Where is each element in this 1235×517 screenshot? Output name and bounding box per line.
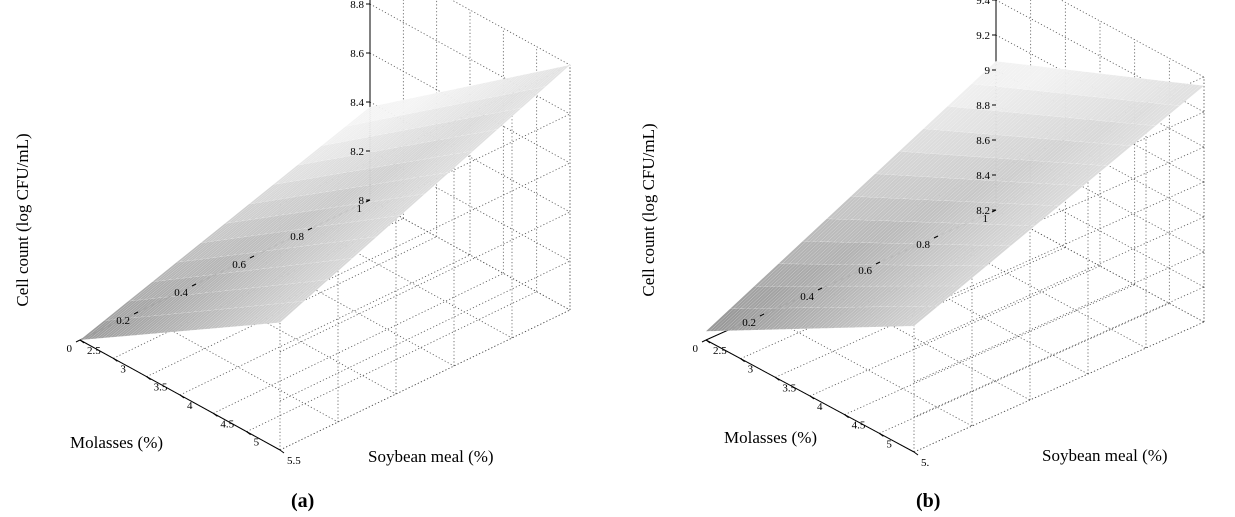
y-tick-label: 0.4 bbox=[800, 291, 814, 303]
y-tick-mark bbox=[817, 287, 823, 291]
y-tick-mark bbox=[133, 311, 139, 315]
x-axis-title: Soybean meal (%) bbox=[1042, 446, 1168, 465]
z-tick-label: 8.6 bbox=[976, 135, 990, 147]
y-tick-label: 0 bbox=[67, 343, 73, 355]
floor-grid-line bbox=[763, 313, 973, 427]
z-tick-label: 8 bbox=[359, 195, 365, 207]
x-tick-label: 5 bbox=[886, 438, 892, 450]
z-tick-label: 8.4 bbox=[350, 97, 364, 109]
z-tick-label: 9.2 bbox=[976, 30, 990, 42]
y-tick-mark bbox=[307, 227, 313, 231]
z-axis-title: Cell count (log CFU/mL) bbox=[639, 123, 658, 296]
z-tick-label: 9.4 bbox=[976, 0, 990, 7]
y-tick-label: 0.2 bbox=[742, 317, 756, 329]
y-tick-label: 0 bbox=[693, 343, 699, 355]
y-tick-mark bbox=[191, 283, 197, 287]
z-tick-label: 8.8 bbox=[350, 0, 364, 11]
y-tick-mark bbox=[759, 313, 765, 317]
x-tick-mark bbox=[113, 357, 118, 362]
surface bbox=[705, 60, 1205, 332]
z-tick-label: 8.6 bbox=[350, 48, 364, 60]
x-tick-mark bbox=[809, 395, 815, 400]
x-tick-mark bbox=[775, 376, 780, 381]
surface-plot-a-svg: 2.5 3 3.5 4 4.5 5 5.5 0 0.2 0.4 0.6 0.8 18 8.2 8.4 8.6 8… bbox=[13, 0, 571, 467]
back-wall-grid-line bbox=[369, 3, 571, 115]
x-tick-mark bbox=[213, 412, 218, 417]
y-tick-label: 0.6 bbox=[858, 265, 872, 277]
y-tick-label: 1 bbox=[983, 213, 989, 225]
back-wall-grid-line bbox=[369, 52, 571, 164]
x-tick-label: 3.5 bbox=[782, 382, 796, 394]
x-tick-mark bbox=[146, 376, 151, 381]
y-tick-mark bbox=[701, 339, 707, 343]
x-tick-label: 3 bbox=[120, 363, 126, 375]
y-axis-title: Molasses (%) bbox=[724, 428, 817, 447]
x-tick-mark bbox=[79, 339, 85, 344]
x-tick-mark bbox=[740, 358, 745, 363]
x-tick-mark bbox=[844, 414, 849, 419]
x-tick-label: 4.5 bbox=[220, 418, 234, 430]
y-tick-label: 0.6 bbox=[232, 259, 246, 271]
x-axis-title: Soybean meal (%) bbox=[368, 447, 494, 466]
y-axis-title: Molasses (%) bbox=[70, 433, 163, 452]
y-tick-mark bbox=[249, 255, 255, 259]
x-tick-mark bbox=[246, 431, 251, 436]
y-tick-label: 1 bbox=[357, 203, 363, 215]
panel-label-b: (b) bbox=[916, 490, 941, 512]
surface bbox=[79, 64, 571, 341]
y-tick-label: 0.8 bbox=[290, 231, 304, 243]
x-tick-label: 4 bbox=[817, 401, 823, 413]
x-tick-label: 2.5 bbox=[87, 345, 101, 357]
y-tick-mark bbox=[933, 235, 939, 239]
y-tick-label: 0.2 bbox=[116, 315, 130, 327]
x-tick-label: 5 bbox=[254, 437, 260, 449]
back-wall-grid-line bbox=[369, 199, 571, 311]
x-tick-mark bbox=[179, 394, 185, 399]
x-tick-label: 4 bbox=[187, 400, 193, 412]
side-wall-grid-line bbox=[913, 321, 1205, 453]
z-tick-label: 8.8 bbox=[976, 100, 990, 112]
y-tick-label: 0.4 bbox=[174, 287, 188, 299]
x-tick-mark bbox=[879, 432, 884, 437]
surface-plot-b: 2.5 3 3.5 4 4.5 5 5. 0 0.2 0.4 0.6 0.8 1 8.2 8.4 8.6 8.8… bbox=[620, 0, 1235, 517]
surface-patch bbox=[1175, 85, 1205, 107]
x-tick-label: 5.5 bbox=[287, 455, 301, 467]
surface-plot-b-svg: 2.5 3 3.5 4 4.5 5 5. 0 0.2 0.4 0.6 0.8 18.2 8.4 8.6 8.8… bbox=[639, 0, 1205, 469]
y-tick-mark bbox=[75, 339, 81, 343]
surface-plot-a: 2.5 3 3.5 4 4.5 5 5.5 0 0.2 0.4 0.6 0.8 1 8 8.2 8.4 8.6 8… bbox=[0, 0, 615, 517]
z-tick-label: 8.2 bbox=[350, 146, 364, 158]
x-tick-label: 3.5 bbox=[154, 382, 168, 394]
z-axis-title: Cell count (log CFU/mL) bbox=[13, 133, 32, 306]
x-tick-mark bbox=[705, 339, 711, 344]
back-wall-grid-line bbox=[450, 0, 571, 66]
y-tick-mark bbox=[875, 261, 881, 265]
surface-patch bbox=[541, 64, 571, 88]
z-tick-label: 8.2 bbox=[976, 205, 990, 217]
x-tick-mark bbox=[913, 451, 919, 456]
x-tick-label: 4.5 bbox=[852, 420, 866, 432]
floor-grid-line bbox=[879, 302, 1170, 434]
x-tick-label: 5. bbox=[921, 457, 930, 469]
y-tick-label: 0.8 bbox=[916, 239, 930, 251]
panel-label-a: (a) bbox=[291, 490, 315, 512]
side-wall-grid-line bbox=[913, 286, 1205, 418]
x-tick-label: 2.5 bbox=[713, 345, 727, 357]
x-tick-label: 3 bbox=[748, 364, 754, 376]
z-tick-label: 8.4 bbox=[976, 170, 990, 182]
z-tick-label: 9 bbox=[985, 65, 991, 77]
x-tick-mark bbox=[279, 449, 285, 454]
